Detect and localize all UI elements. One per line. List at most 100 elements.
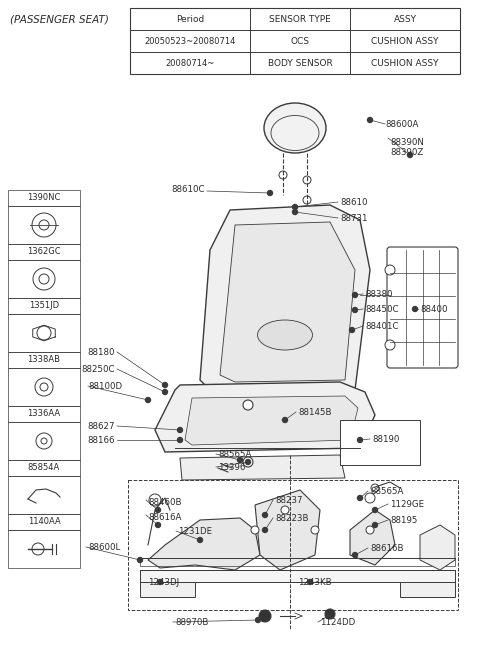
Bar <box>8 476 80 514</box>
Text: 88390N
88390Z: 88390N 88390Z <box>390 138 424 157</box>
Circle shape <box>163 383 168 387</box>
Circle shape <box>263 527 267 533</box>
Text: 20080714~: 20080714~ <box>166 59 215 67</box>
Circle shape <box>243 400 253 410</box>
Text: 88380: 88380 <box>365 290 393 299</box>
Polygon shape <box>200 205 370 395</box>
Circle shape <box>149 494 161 506</box>
FancyBboxPatch shape <box>387 247 458 368</box>
Circle shape <box>358 496 362 500</box>
Text: 1390NC: 1390NC <box>27 193 60 203</box>
Circle shape <box>251 526 259 534</box>
Circle shape <box>245 459 251 465</box>
Polygon shape <box>420 525 455 570</box>
Text: 88195: 88195 <box>390 516 418 525</box>
Text: 1351JD: 1351JD <box>29 302 59 310</box>
Circle shape <box>385 265 395 275</box>
Polygon shape <box>180 455 345 480</box>
Circle shape <box>303 196 311 204</box>
Text: 88166: 88166 <box>87 436 115 445</box>
Polygon shape <box>255 490 320 570</box>
Text: 13396: 13396 <box>218 463 245 472</box>
Circle shape <box>368 117 372 123</box>
Text: 88610: 88610 <box>340 198 368 207</box>
Text: (PASSENGER SEAT): (PASSENGER SEAT) <box>10 14 109 24</box>
Text: 88565A: 88565A <box>218 450 252 459</box>
Text: 88145B: 88145B <box>298 408 332 417</box>
Bar <box>130 8 460 74</box>
Text: Period: Period <box>176 15 204 24</box>
Text: 88460B: 88460B <box>148 498 181 507</box>
Text: OCS: OCS <box>290 36 310 46</box>
Circle shape <box>366 526 374 534</box>
Bar <box>128 480 458 610</box>
Bar <box>8 352 80 368</box>
Circle shape <box>238 457 242 463</box>
Text: 1243KB: 1243KB <box>298 578 332 587</box>
Text: 1231DE: 1231DE <box>178 527 212 536</box>
Circle shape <box>281 506 289 514</box>
Ellipse shape <box>257 320 312 350</box>
Text: 88565A: 88565A <box>370 487 403 496</box>
Text: 1243DJ: 1243DJ <box>148 578 179 587</box>
Bar <box>140 558 455 566</box>
Bar <box>8 530 80 568</box>
Bar <box>8 298 80 314</box>
Circle shape <box>197 537 203 543</box>
Text: CUSHION ASSY: CUSHION ASSY <box>371 36 439 46</box>
Polygon shape <box>155 382 375 452</box>
Text: SENSOR TYPE: SENSOR TYPE <box>269 15 331 24</box>
Circle shape <box>137 558 143 562</box>
Text: 88616A: 88616A <box>148 513 181 522</box>
Circle shape <box>243 457 253 467</box>
Bar <box>8 422 80 460</box>
Circle shape <box>349 327 355 333</box>
Circle shape <box>263 513 267 517</box>
Text: 88223B: 88223B <box>275 514 309 523</box>
Circle shape <box>358 438 362 442</box>
Circle shape <box>178 428 182 432</box>
Circle shape <box>292 205 298 209</box>
Text: 88180: 88180 <box>87 348 115 357</box>
Circle shape <box>308 579 312 585</box>
Circle shape <box>372 508 377 513</box>
Text: 88190: 88190 <box>372 435 399 444</box>
Bar <box>140 582 195 597</box>
Text: 1129GE: 1129GE <box>390 500 424 509</box>
Text: 88237: 88237 <box>275 496 302 505</box>
Circle shape <box>352 292 358 298</box>
Polygon shape <box>220 222 355 382</box>
Bar <box>8 460 80 476</box>
Text: 1124DD: 1124DD <box>320 618 355 627</box>
Text: BODY SENSOR: BODY SENSOR <box>268 59 332 67</box>
Circle shape <box>311 526 319 534</box>
Circle shape <box>259 610 271 622</box>
Ellipse shape <box>264 103 326 153</box>
Text: 88627: 88627 <box>87 422 115 431</box>
Circle shape <box>371 484 379 492</box>
Text: 88100D: 88100D <box>88 382 122 391</box>
Circle shape <box>283 418 288 422</box>
Text: 20050523~20080714: 20050523~20080714 <box>144 36 236 46</box>
Circle shape <box>291 206 299 214</box>
Circle shape <box>156 508 160 513</box>
Circle shape <box>267 191 273 195</box>
Bar <box>8 368 80 406</box>
Circle shape <box>163 389 168 395</box>
Bar <box>8 260 80 298</box>
Text: 88450C: 88450C <box>365 305 398 314</box>
Text: 88731: 88731 <box>340 214 368 223</box>
Text: 1140AA: 1140AA <box>28 517 60 527</box>
Polygon shape <box>185 396 358 445</box>
Circle shape <box>372 523 377 527</box>
Bar <box>8 406 80 422</box>
Circle shape <box>145 397 151 403</box>
Polygon shape <box>350 510 395 565</box>
Circle shape <box>178 438 182 442</box>
Bar <box>400 582 455 597</box>
Text: 1338AB: 1338AB <box>27 356 60 364</box>
Text: 88401C: 88401C <box>365 322 398 331</box>
Text: 88400: 88400 <box>420 305 447 314</box>
Text: 1336AA: 1336AA <box>27 409 60 418</box>
Bar <box>140 570 455 582</box>
